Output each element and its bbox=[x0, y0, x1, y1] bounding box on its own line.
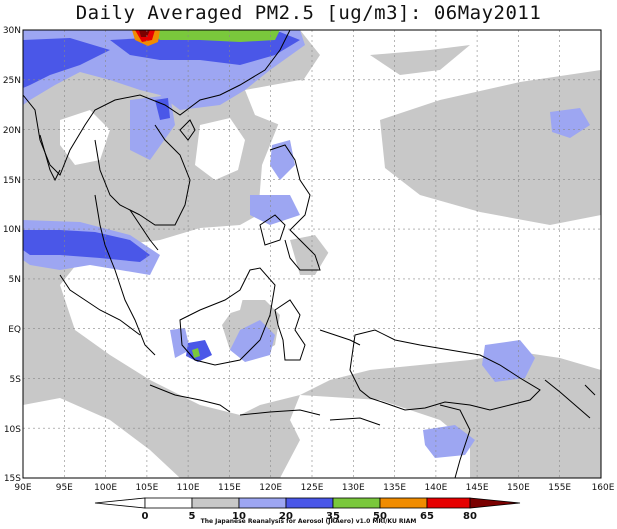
credit-text: The Japanese Reanalysis for Aerosol (JRA… bbox=[200, 518, 417, 525]
concentration-field bbox=[23, 30, 601, 478]
lon-tick-label: 140E bbox=[424, 483, 447, 493]
lat-tick-label: 5S bbox=[10, 375, 22, 385]
lat-tick-label: 5N bbox=[9, 275, 21, 285]
lat-tick-label: 30N bbox=[3, 26, 21, 36]
coastlines bbox=[23, 30, 596, 478]
map-title: Daily Averaged PM2.5 [ug/m3]: 06May2011 bbox=[75, 2, 542, 24]
lat-tick-label: EQ bbox=[8, 325, 21, 335]
lat-tick-label: 10N bbox=[3, 225, 21, 235]
lon-tick-labels: 90E 95E 100E 105E 110E 115E 120E 125E 13… bbox=[14, 483, 614, 493]
colorbar-segment bbox=[332, 497, 381, 509]
map-graticule bbox=[23, 30, 601, 478]
lon-tick-label: 105E bbox=[135, 483, 158, 493]
lon-tick-label: 100E bbox=[94, 483, 117, 493]
lat-tick-label: 25N bbox=[3, 76, 21, 86]
lon-tick-label: 145E bbox=[466, 483, 489, 493]
colorbar-label: 5 bbox=[189, 511, 196, 522]
colorbar-segment bbox=[191, 497, 240, 509]
colorbar-label: 10 bbox=[232, 511, 246, 522]
lon-tick-label: 90E bbox=[14, 483, 31, 493]
lon-tick-label: 115E bbox=[218, 483, 241, 493]
colorbar-label: 50 bbox=[373, 511, 387, 522]
lon-tick-label: 150E bbox=[507, 483, 530, 493]
colorbar-segment bbox=[144, 497, 193, 509]
colorbar-segment bbox=[285, 497, 334, 509]
lon-tick-label: 155E bbox=[548, 483, 571, 493]
plot-frame bbox=[22, 29, 602, 479]
colorbar-segment-lower bbox=[94, 497, 146, 509]
colorbar-label: 35 bbox=[326, 511, 340, 522]
colorbar-segment-upper bbox=[469, 497, 521, 509]
lat-tick-label: 15S bbox=[4, 474, 21, 484]
lon-tick-label: 130E bbox=[342, 483, 365, 493]
lon-tick-label: 135E bbox=[383, 483, 406, 493]
colorbar-segment bbox=[238, 497, 287, 509]
lon-tick-label: 120E bbox=[259, 483, 282, 493]
lon-tick-label: 160E bbox=[592, 483, 615, 493]
colorbar: 0 5 10 20 35 50 65 80 bbox=[94, 497, 521, 522]
lon-tick-label: 125E bbox=[301, 483, 324, 493]
lon-tick-label: 95E bbox=[56, 483, 73, 493]
lat-tick-label: 15N bbox=[3, 176, 21, 186]
colorbar-label: 20 bbox=[279, 511, 293, 522]
lat-tick-label: 10S bbox=[4, 425, 21, 435]
colorbar-label: 80 bbox=[463, 511, 477, 522]
colorbar-segment bbox=[379, 497, 428, 509]
colorbar-segment bbox=[426, 497, 471, 509]
colorbar-label: 0 bbox=[142, 511, 149, 522]
colorbar-label: 65 bbox=[420, 511, 434, 522]
lat-tick-labels: 30N 25N 20N 15N 10N 5N EQ 5S 10S 15S bbox=[3, 26, 21, 484]
lat-tick-label: 20N bbox=[3, 126, 21, 136]
lon-tick-label: 110E bbox=[177, 483, 200, 493]
